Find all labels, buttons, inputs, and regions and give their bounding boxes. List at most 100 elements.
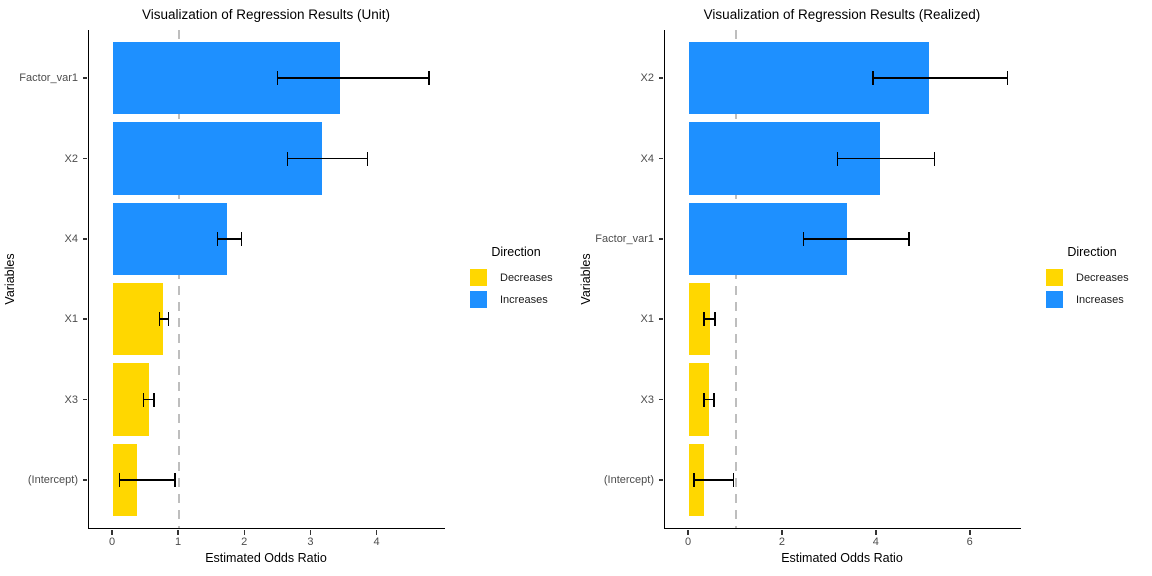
y-tick-x2 xyxy=(83,157,87,160)
y-tick-label-intercept: (Intercept) xyxy=(27,473,78,486)
plot-panel xyxy=(88,30,445,529)
chart-title: Visualization of Regression Results (Uni… xyxy=(141,7,391,22)
error-bar-cap-high-x3 xyxy=(713,392,715,407)
error-bar-cap-high-x2 xyxy=(366,151,369,166)
y-tick-x4 xyxy=(83,238,87,240)
error-bar-cap-high-x2 xyxy=(1006,71,1009,86)
x-tick-label-1: 1 xyxy=(175,536,182,548)
bar-x3 xyxy=(689,363,709,436)
y-tick-x3 xyxy=(659,398,663,401)
reference-line xyxy=(735,30,737,528)
legend: Direction Decreases Increases xyxy=(1034,245,1150,313)
y-tick-factor-var1 xyxy=(659,238,663,240)
error-bar-cap-high-x3 xyxy=(153,392,155,407)
error-bar-x2 xyxy=(873,77,1008,79)
error-bar-factor-var1 xyxy=(277,77,429,79)
error-bar-cap-high-intercept xyxy=(732,472,735,487)
x-tick-6 xyxy=(969,529,971,535)
y-tick-label-x1: X1 xyxy=(640,313,654,326)
legend-entry-decreases: Decreases xyxy=(470,269,574,286)
y-tick-label-factor-var1: Factor_var1 xyxy=(19,72,78,85)
error-bar-cap-high-intercept xyxy=(174,472,176,487)
y-tick-x3 xyxy=(83,398,87,401)
legend-entry-increases: Increases xyxy=(470,291,574,308)
x-axis-title: Estimated Odds Ratio xyxy=(205,551,327,565)
y-tick-label-x4: X4 xyxy=(640,152,654,165)
x-tick-label-4: 4 xyxy=(373,536,380,548)
error-bar-x1 xyxy=(159,318,169,320)
error-bar-x3 xyxy=(704,398,714,401)
x-tick-label-2: 2 xyxy=(241,536,248,548)
y-tick-label-x3: X3 xyxy=(640,393,654,406)
x-tick-label-0: 0 xyxy=(684,536,692,548)
error-bar-x3 xyxy=(143,398,154,401)
x-tick-4 xyxy=(375,529,378,535)
error-bar-cap-low-x1 xyxy=(703,312,705,327)
y-tick-label-x3: X3 xyxy=(64,393,78,406)
x-tick-2 xyxy=(243,529,245,535)
y-tick-intercept xyxy=(83,479,87,481)
legend-title: Direction xyxy=(491,245,541,259)
y-tick-label-intercept: (Intercept) xyxy=(603,473,654,486)
y-tick-x1 xyxy=(83,318,87,320)
error-bar-cap-high-factor-var1 xyxy=(428,71,430,86)
error-bar-intercept xyxy=(694,479,734,481)
error-bar-x2 xyxy=(287,157,368,160)
figure-realized: Visualization of Regression Results (Rea… xyxy=(576,0,1152,576)
legend-label-increases: Increases xyxy=(500,293,548,306)
error-bar-cap-low-x3 xyxy=(703,392,705,407)
chart-title: Visualization of Regression Results (Rea… xyxy=(703,7,981,22)
error-bar-cap-high-x1 xyxy=(714,312,716,327)
legend-entry-decreases: Decreases xyxy=(1046,269,1150,286)
x-tick-2 xyxy=(781,529,783,535)
error-bar-cap-high-x4 xyxy=(240,231,242,246)
reference-line xyxy=(178,30,181,528)
legend-entry-increases: Increases xyxy=(1046,291,1150,308)
x-tick-4 xyxy=(875,529,877,535)
plot-panel xyxy=(664,30,1021,529)
error-bar-cap-high-x1 xyxy=(167,312,170,327)
x-axis-title: Estimated Odds Ratio xyxy=(781,551,903,565)
error-bar-x4 xyxy=(837,157,935,160)
y-axis-title: Variables xyxy=(3,253,17,305)
x-tick-label-2: 2 xyxy=(778,536,785,548)
legend-label-decreases: Decreases xyxy=(500,271,553,284)
y-tick-label-x1: X1 xyxy=(64,313,78,326)
error-bar-cap-low-x1 xyxy=(158,312,160,327)
legend-label-decreases: Decreases xyxy=(1076,271,1129,284)
x-tick-label-4: 4 xyxy=(872,536,879,548)
error-bar-cap-low-intercept xyxy=(693,472,695,487)
error-bar-cap-low-x3 xyxy=(142,392,145,407)
x-tick-label-0: 0 xyxy=(108,536,116,548)
legend-swatch-increases xyxy=(1046,291,1063,308)
y-tick-label-x4: X4 xyxy=(64,232,78,245)
legend-swatch-decreases xyxy=(470,269,487,286)
legend-label-increases: Increases xyxy=(1076,293,1124,306)
x-tick-1 xyxy=(177,529,179,535)
legend: Direction Decreases Increases xyxy=(458,245,574,313)
y-tick-label-x2: X2 xyxy=(640,72,654,85)
legend-swatch-decreases xyxy=(1046,269,1063,286)
y-tick-intercept xyxy=(659,479,663,481)
y-axis-title: Variables xyxy=(579,253,593,305)
error-bar-intercept xyxy=(119,479,176,481)
x-tick-label-6: 6 xyxy=(966,536,973,548)
error-bar-cap-low-x4 xyxy=(216,231,219,246)
error-bar-x4 xyxy=(217,238,242,240)
error-bar-cap-high-factor-var1 xyxy=(908,231,910,246)
error-bar-cap-low-x4 xyxy=(836,151,839,166)
x-tick-3 xyxy=(309,529,312,535)
legend-title: Direction xyxy=(1067,245,1117,259)
error-bar-cap-high-x4 xyxy=(933,151,936,166)
legend-swatch-increases xyxy=(470,291,487,308)
error-bar-cap-low-x2 xyxy=(872,71,874,86)
y-tick-factor-var1 xyxy=(83,77,87,79)
x-tick-label-3: 3 xyxy=(307,536,314,548)
bar-x1 xyxy=(689,283,710,356)
error-bar-cap-low-factor-var1 xyxy=(802,231,805,246)
figure-unit: Visualization of Regression Results (Uni… xyxy=(3,7,574,565)
y-tick-label-x2: X2 xyxy=(64,152,78,165)
y-tick-label-factor-var1: Factor_var1 xyxy=(595,232,654,245)
y-tick-x1 xyxy=(659,318,663,320)
